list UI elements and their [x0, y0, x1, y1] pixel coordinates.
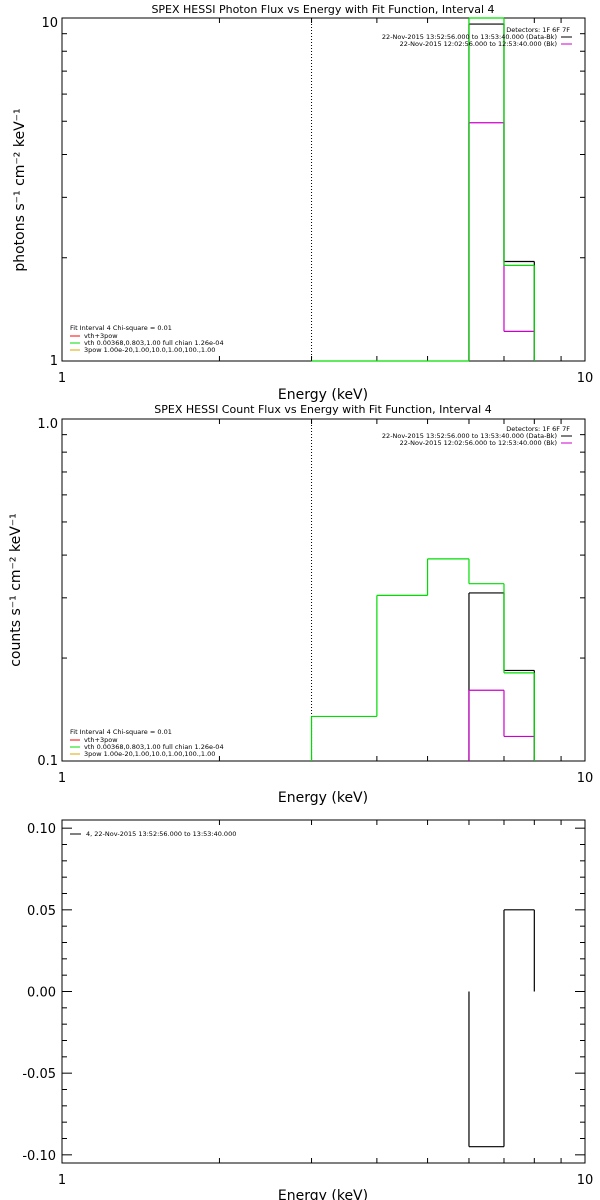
legend-entry-label: 3pow 1.00e-20,1.00,10.0,1.00,100.,1.00 [84, 750, 215, 758]
legend-entry-label: 4, 22-Nov-2015 13:52:56.000 to 13:53:40.… [86, 830, 236, 838]
series-000000 [468, 23, 535, 361]
count-flux-x-axis-label: Energy (keV) [278, 790, 368, 806]
photon-flux-legend-bottom-left: Fit Interval 4 Chi-square = 0.01 vth+3po… [70, 324, 224, 354]
count-flux-y-axis-label: counts s⁻¹ cm⁻² keV⁻¹ [8, 513, 24, 667]
legend-header: Detectors: 1F 6F 7F [506, 26, 570, 34]
photon-flux-y-tick-label-10: 10 [41, 16, 58, 31]
y-tick-label: -0.05 [22, 1067, 56, 1082]
photon-flux-panel: SPEX HESSI Photon Flux vs Energy with Fi… [12, 3, 593, 403]
residual-x-axis-label: Energy (keV) [278, 1188, 368, 1200]
series-cc00cc [468, 689, 535, 761]
count-flux-title: SPEX HESSI Count Flux vs Energy with Fit… [154, 403, 491, 416]
photon-flux-x-tick-label-1: 1 [58, 371, 66, 386]
legend-header: Fit Interval 4 Chi-square = 0.01 [70, 324, 172, 332]
y-tick-label: 0.10 [27, 822, 56, 837]
photon-flux-legend-top-right: Detectors: 1F 6F 7F 22-Nov-2015 13:52:56… [382, 26, 572, 48]
count-flux-legend-bottom-left: Fit Interval 4 Chi-square = 0.01 vth+3po… [70, 728, 224, 758]
legend-entry-label: vth+3pow [84, 332, 118, 340]
legend-entry-label: vth 0.00368,0.803,1.00 full chian 1.26e-… [84, 339, 224, 347]
legend-entry-label: 3pow 1.00e-20,1.00,10.0,1.00,100.,1.00 [84, 346, 215, 354]
residual-legend: 4, 22-Nov-2015 13:52:56.000 to 13:53:40.… [70, 830, 236, 838]
count-flux-x-tick-label-1: 1 [58, 771, 66, 786]
photon-flux-x-axis-label: Energy (keV) [278, 387, 368, 403]
y-tick-label: 0.05 [27, 904, 56, 919]
count-flux-y-tick-label-1.0: 1.0 [37, 417, 58, 432]
photon-flux-ticks [61, 17, 586, 362]
series-00dd00 [310, 558, 535, 761]
residual-y-tick-labels: -0.10 -0.05 0.00 0.05 0.10 [22, 822, 56, 1164]
count-flux-series [310, 419, 535, 761]
residual-panel: -0.10 -0.05 0.00 0.05 0.10 1 10 Energy (keV)… [22, 819, 594, 1200]
count-flux-ticks [61, 418, 586, 762]
legend-entry-label: vth+3pow [84, 736, 118, 744]
legend-header: Fit Interval 4 Chi-square = 0.01 [70, 728, 172, 736]
legend-entry-label: 22-Nov-2015 13:52:56.000 to 13:53:40.000… [382, 432, 557, 440]
series-000000 [468, 909, 535, 1148]
count-flux-panel: SPEX HESSI Count Flux vs Energy with Fit… [8, 403, 593, 806]
residual-x-tick-label-10: 10 [577, 1173, 594, 1188]
photon-flux-y-tick-label-1: 1 [50, 354, 58, 369]
photon-flux-series [311, 17, 535, 362]
legend-entry-label: 22-Nov-2015 13:52:56.000 to 13:53:40.000… [382, 33, 557, 41]
y-tick-label: 0.00 [27, 986, 56, 1001]
count-flux-plot-frame [61, 418, 586, 762]
photon-flux-x-tick-label-10: 10 [577, 371, 594, 386]
series-cc00cc [468, 122, 535, 361]
photon-flux-y-axis-label: photons s⁻¹ cm⁻² keV⁻¹ [12, 108, 28, 271]
series-000000 [468, 592, 535, 761]
residual-ticks [61, 820, 586, 1163]
legend-entry-label: 22-Nov-2015 12:02:56.000 to 12:53:40.000… [400, 40, 557, 48]
photon-flux-title: SPEX HESSI Photon Flux vs Energy with Fi… [151, 3, 494, 16]
residual-x-tick-label-1: 1 [58, 1173, 66, 1188]
photon-flux-plot-frame [61, 17, 586, 362]
legend-entry-label: vth 0.00368,0.803,1.00 full chian 1.26e-… [84, 743, 224, 751]
count-flux-y-tick-label-0.1: 0.1 [37, 754, 58, 769]
residual-plot-frame [61, 819, 586, 1164]
legend-header: Detectors: 1F 6F 7F [506, 425, 570, 433]
residual-series [468, 909, 535, 1148]
count-flux-x-tick-label-10: 10 [577, 771, 594, 786]
series-00dd00 [311, 17, 535, 362]
count-flux-legend-top-right: Detectors: 1F 6F 7F 22-Nov-2015 13:52:56… [382, 425, 572, 447]
legend-entry-label: 22-Nov-2015 12:02:56.000 to 12:53:40.000… [400, 439, 557, 447]
y-tick-label: -0.10 [22, 1149, 56, 1164]
